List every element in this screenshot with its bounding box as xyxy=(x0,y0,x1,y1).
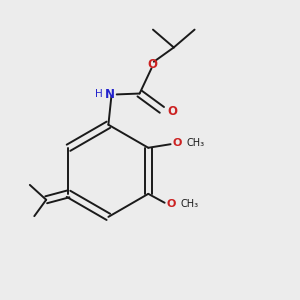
Text: CH₃: CH₃ xyxy=(186,138,204,148)
Text: CH₃: CH₃ xyxy=(180,199,198,208)
Text: O: O xyxy=(172,138,182,148)
Text: O: O xyxy=(166,199,176,208)
Text: H: H xyxy=(95,89,103,99)
Text: N: N xyxy=(105,88,115,101)
Text: O: O xyxy=(147,58,157,71)
Text: O: O xyxy=(167,105,177,118)
